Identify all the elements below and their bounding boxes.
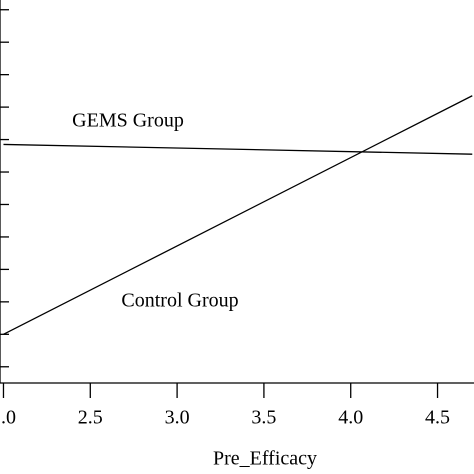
x-tick-label: 3.0 xyxy=(165,407,190,429)
series-line xyxy=(3,143,473,155)
x-tick-label: 4.0 xyxy=(338,407,363,429)
series-annotation: Control Group xyxy=(121,290,238,312)
x-axis-label: Pre_Efficacy xyxy=(213,448,317,470)
series-line xyxy=(3,95,473,335)
x-tick-label: 2.0 xyxy=(0,407,16,429)
x-tick-label: 2.5 xyxy=(78,407,103,429)
x-tick-label: 4.5 xyxy=(425,407,450,429)
series-annotation: GEMS Group xyxy=(72,110,184,132)
x-tick-label: 3.5 xyxy=(251,407,276,429)
